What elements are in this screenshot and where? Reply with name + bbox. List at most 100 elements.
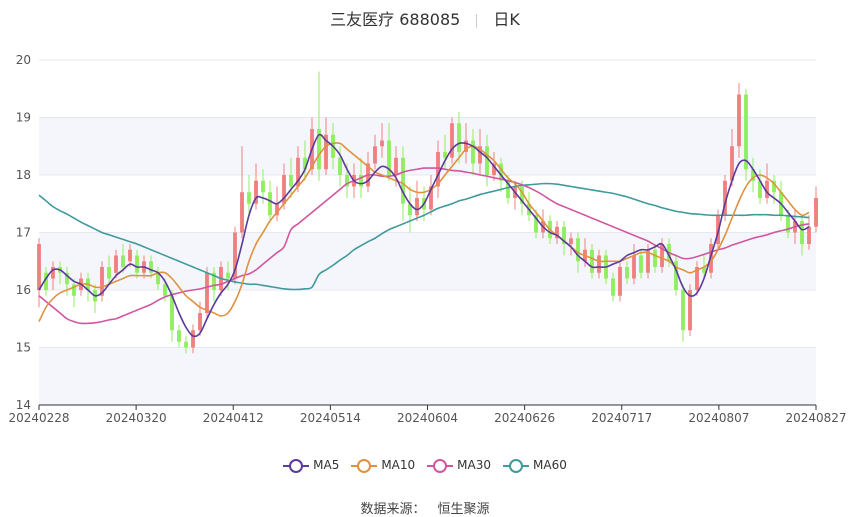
- period-label: 日K: [493, 10, 520, 29]
- legend-item-ma10[interactable]: MA10: [351, 458, 415, 473]
- candle-body: [681, 290, 685, 331]
- candle-body: [436, 152, 440, 187]
- legend-item-ma60[interactable]: MA60: [503, 458, 567, 473]
- candle: [128, 244, 132, 267]
- candle-body: [324, 134, 328, 170]
- x-tick-label: 20240412: [203, 411, 264, 425]
- plot-band: [39, 117, 816, 175]
- ma10-line: [38, 142, 810, 322]
- candle-body: [744, 94, 748, 170]
- legend-label: MA30: [457, 458, 492, 472]
- x-tick-label: 20240514: [300, 411, 361, 425]
- candle-body: [786, 215, 790, 233]
- candle-body: [639, 255, 643, 273]
- y-tick-label: 16: [16, 283, 31, 297]
- candle-body: [814, 198, 818, 227]
- candle-body: [289, 175, 293, 187]
- candle: [338, 146, 342, 187]
- candle-body: [723, 180, 727, 216]
- candle-body: [282, 175, 286, 204]
- candle-body: [471, 140, 475, 164]
- x-tick-label: 20240626: [494, 411, 555, 425]
- candle: [457, 111, 461, 164]
- candle-body: [618, 267, 622, 296]
- candle: [674, 255, 678, 296]
- candle: [695, 261, 699, 296]
- candle: [170, 290, 174, 342]
- candle: [380, 123, 384, 158]
- plot-band: [39, 232, 816, 290]
- candle: [639, 249, 643, 279]
- candle: [296, 146, 300, 193]
- candle: [177, 324, 181, 348]
- candle-body: [37, 244, 41, 290]
- ma5-line: [38, 133, 810, 338]
- y-tick-label: 19: [16, 111, 31, 125]
- candle-body: [730, 146, 734, 181]
- candle: [814, 186, 818, 233]
- legend: MA5 MA10 MA30 MA60: [0, 458, 850, 473]
- legend-swatch: [351, 458, 378, 473]
- source-name: 恒生聚源: [437, 502, 490, 517]
- candle-body: [751, 169, 755, 181]
- candle-body: [590, 249, 594, 273]
- legend-label: MA5: [313, 458, 340, 472]
- candle: [289, 157, 293, 198]
- candle-body: [261, 180, 265, 193]
- candle-body: [758, 180, 762, 198]
- candle: [191, 324, 195, 354]
- candle: [240, 146, 244, 239]
- candle: [436, 140, 440, 198]
- candle-body: [177, 330, 181, 342]
- candle-body: [303, 157, 307, 170]
- candle-body: [72, 284, 76, 296]
- candle-body: [807, 226, 811, 244]
- candle-body: [191, 330, 195, 348]
- candle-body: [695, 267, 699, 290]
- candle-body: [205, 272, 209, 313]
- candle-body: [338, 157, 342, 175]
- candle: [534, 209, 538, 239]
- legend-item-ma5[interactable]: MA5: [283, 458, 339, 473]
- candle: [51, 261, 55, 290]
- candle-body: [555, 226, 559, 239]
- candle: [394, 146, 398, 187]
- candle: [569, 232, 573, 256]
- chart-title: 三友医疗 688085 日K: [0, 6, 850, 30]
- candle-body: [254, 180, 258, 204]
- candle-body: [709, 244, 713, 273]
- candle: [317, 71, 321, 181]
- candle: [149, 255, 153, 279]
- title-separator: [476, 13, 478, 28]
- candle: [114, 249, 118, 279]
- candle: [751, 157, 755, 193]
- candle-body: [135, 255, 139, 273]
- candle-body: [520, 186, 524, 204]
- candle-body: [457, 123, 461, 152]
- legend-swatch: [427, 458, 454, 473]
- y-tick-label: 15: [16, 341, 31, 355]
- candle: [387, 123, 391, 181]
- candle: [786, 209, 790, 239]
- candle-body: [100, 267, 104, 296]
- candle-body: [597, 255, 601, 273]
- candle-body: [415, 198, 419, 216]
- candle: [653, 244, 657, 273]
- legend-label: MA60: [533, 458, 567, 472]
- candle-body: [44, 272, 48, 290]
- candle-body: [226, 272, 230, 279]
- candle-body: [394, 157, 398, 175]
- candle: [730, 129, 734, 187]
- candle: [303, 140, 307, 181]
- candle-body: [233, 232, 237, 279]
- candle: [254, 163, 258, 210]
- candle: [681, 284, 685, 342]
- candle-body: [149, 261, 153, 273]
- candle-body: [65, 272, 69, 285]
- plot-band: [39, 347, 816, 405]
- legend-item-ma30[interactable]: MA30: [427, 458, 491, 473]
- candle: [373, 134, 377, 170]
- candle-body: [247, 192, 251, 204]
- candle-body: [212, 272, 216, 290]
- candle: [247, 175, 251, 216]
